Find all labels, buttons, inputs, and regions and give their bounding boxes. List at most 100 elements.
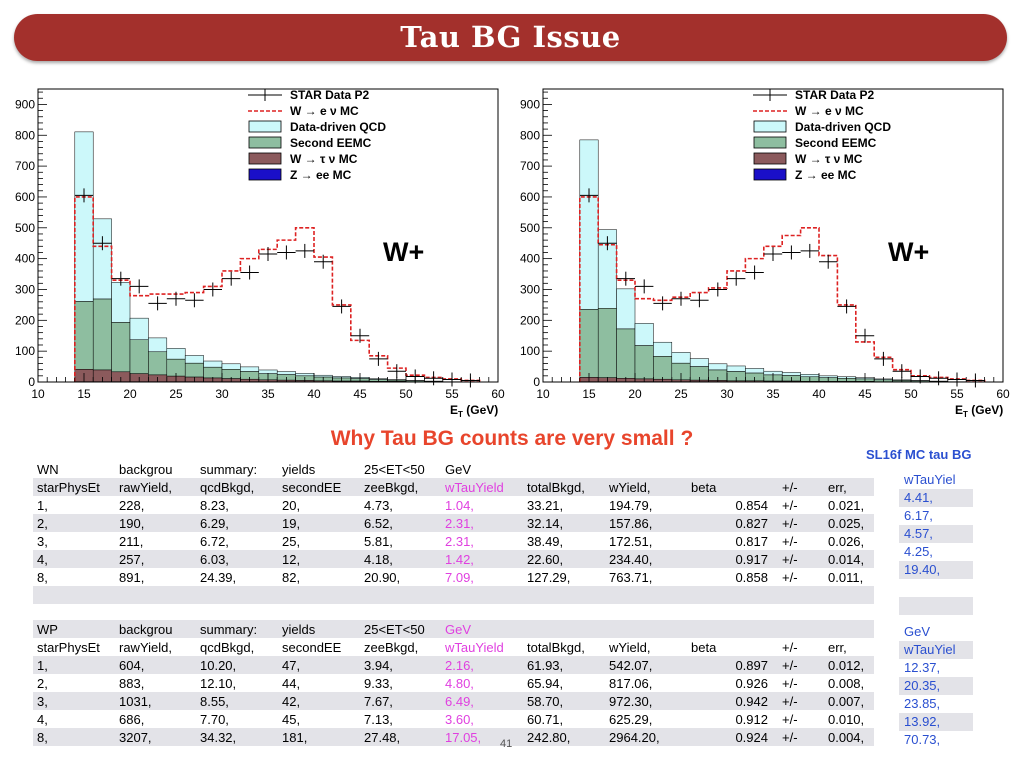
table-cell — [523, 460, 605, 478]
x-tick-label: 20 — [123, 387, 137, 401]
table-cell: 4.80, — [445, 675, 474, 691]
table-cell — [441, 586, 523, 604]
table-cell: 0.026, — [828, 533, 865, 549]
table-cell: 234.40, — [605, 550, 687, 568]
table-cell: 542.07, — [605, 656, 687, 674]
svg-text:Z → ee MC: Z → ee MC — [795, 168, 857, 182]
table-row: 8, 3207, 34.32, 181, 27.48, 17.05, 242.80, 2964… — [33, 728, 874, 746]
table-cell: 4, — [33, 550, 115, 568]
table-cell: secondEE — [278, 478, 360, 496]
table-cell: zeeBkgd, — [360, 478, 441, 496]
data-point — [782, 245, 801, 260]
side-wtau-wn-column: wTauYiel 4.41, 6.17, 4.57, 4.25, 19.40, — [899, 471, 973, 615]
x-tick-label: 25 — [169, 387, 183, 401]
table-cell: 242.80, — [523, 728, 605, 746]
table-cell — [33, 586, 115, 604]
legend-entry: Second EEMC — [248, 136, 372, 150]
data-point — [690, 293, 709, 308]
svg-text:Second EEMC: Second EEMC — [795, 136, 877, 150]
table-cell: beta — [691, 639, 717, 655]
table-cell: 0.021, — [828, 497, 865, 513]
table-cell: 172.51, — [609, 533, 653, 549]
side-cell: 70.73, — [904, 732, 941, 747]
table-cell: 1.04, — [445, 497, 474, 513]
y-tick-label: 900 — [520, 97, 540, 111]
table-cell: 12, — [278, 550, 360, 568]
svg-text:W → e ν MC: W → e ν MC — [795, 104, 864, 118]
table-cell — [687, 586, 778, 604]
y-tick-label: 0 — [533, 375, 540, 389]
table-cell: 4.18, — [360, 550, 441, 568]
x-tick-label: 15 — [582, 387, 596, 401]
eemc-bar — [579, 309, 599, 378]
table-cell: WN — [37, 461, 59, 477]
table-cell: totalBkgd, — [527, 639, 585, 655]
y-tick-label: 500 — [15, 221, 35, 235]
x-tick-label: 45 — [353, 387, 367, 401]
data-point — [166, 291, 186, 306]
eemc-bar — [203, 366, 223, 379]
table-cell — [523, 620, 605, 638]
table-cell: starPhysEt — [37, 639, 100, 655]
x-tick-label: 50 — [904, 387, 918, 401]
table-cell: 0.854 — [735, 497, 768, 513]
qcd-bar — [781, 372, 801, 376]
eemc-bar — [597, 308, 617, 378]
table-cell: 7.13, — [364, 711, 393, 727]
data-point — [222, 271, 241, 286]
table-row: 4, 686, 7.70, 45, 7.13, 3.60, 60.71, 625.29, 0.9… — [33, 710, 874, 728]
data-point — [653, 296, 672, 311]
table-cell: +/- — [782, 569, 798, 585]
table-cell: 27.48, — [360, 728, 441, 746]
et-histogram-left: 10 15 20 25 30 35 40 45 50 55 60010020030040050060… — [15, 88, 505, 419]
table-cell: 1.42, — [441, 550, 523, 568]
table-cell: 5.81, — [364, 533, 393, 549]
table-cell: 0.827 — [687, 514, 778, 532]
table-cell: 181, — [278, 728, 360, 746]
qcd-bar — [221, 363, 241, 370]
qcd-bar — [634, 323, 654, 346]
eemc-bar — [111, 322, 131, 373]
y-tick-label: 900 — [15, 97, 35, 111]
table-cell: yields — [282, 461, 316, 477]
table-cell: 891, — [119, 569, 145, 585]
x-tick-label: 40 — [307, 387, 321, 401]
table-cell: qcdBkgd, — [196, 478, 278, 496]
y-tick-label: 700 — [520, 159, 540, 173]
table-cell: 763.71, — [609, 569, 653, 585]
table-cell: +/- — [782, 497, 798, 513]
table-cell: 1, — [33, 656, 115, 674]
table-cell: 0.004, — [824, 728, 874, 746]
table-cell: 228, — [119, 497, 145, 513]
data-point — [708, 282, 727, 297]
chart-annotation: W+ — [888, 237, 929, 267]
legend-entry: W → τ ν MC — [248, 152, 358, 166]
data-point — [111, 271, 130, 286]
table-cell: 190, — [115, 514, 196, 532]
question-heading: Why Tau BG counts are very small ? — [330, 427, 694, 450]
eemc-bar — [653, 356, 673, 380]
qcd-bar — [745, 368, 765, 374]
data-point — [314, 254, 333, 269]
svg-text:Second EEMC: Second EEMC — [290, 136, 372, 150]
data-point — [745, 265, 764, 280]
qcd-bar — [579, 139, 599, 310]
table-cell: 2.31, — [445, 533, 474, 549]
table-cell: 82, — [282, 569, 301, 585]
table-cell: 38.49, — [527, 533, 564, 549]
side-title: SL16f MC tau BG — [866, 447, 972, 462]
table-cell: 32.14, — [523, 514, 605, 532]
data-point — [74, 188, 94, 203]
qcd-bar — [689, 358, 709, 367]
table-cell: 686, — [119, 711, 145, 727]
table-cell: +/- — [778, 656, 824, 674]
table-cell: 2, — [37, 675, 48, 691]
side-cell — [899, 597, 973, 615]
table-row: 8, 891, 24.39, 82, 20.90, 7.09, 127.29, 763.71,… — [33, 568, 874, 586]
qcd-bar — [74, 131, 94, 302]
table-cell: +/- — [778, 514, 824, 532]
table-cell: 127.29, — [527, 569, 571, 585]
table-cell: wYield, — [609, 639, 651, 655]
side-wtau-wp-column: GeV wTauYiel 12.37, 20.35, 23.85, 13.92, 70.73… — [899, 623, 973, 749]
table-cell: 0.942 — [687, 692, 778, 710]
